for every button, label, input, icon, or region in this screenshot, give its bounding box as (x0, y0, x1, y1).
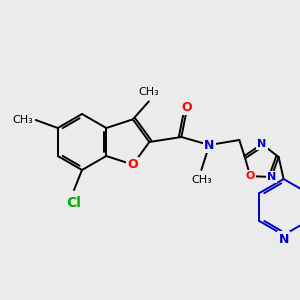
Text: O: O (181, 100, 192, 113)
Text: CH₃: CH₃ (191, 175, 212, 185)
Text: N: N (204, 139, 214, 152)
Text: O: O (246, 171, 255, 181)
Text: N: N (257, 139, 267, 149)
Text: Cl: Cl (67, 196, 81, 210)
Text: CH₃: CH₃ (12, 115, 33, 125)
Text: O: O (128, 158, 138, 171)
Text: N: N (278, 232, 289, 245)
Text: N: N (267, 172, 276, 182)
Text: CH₃: CH₃ (139, 87, 159, 97)
